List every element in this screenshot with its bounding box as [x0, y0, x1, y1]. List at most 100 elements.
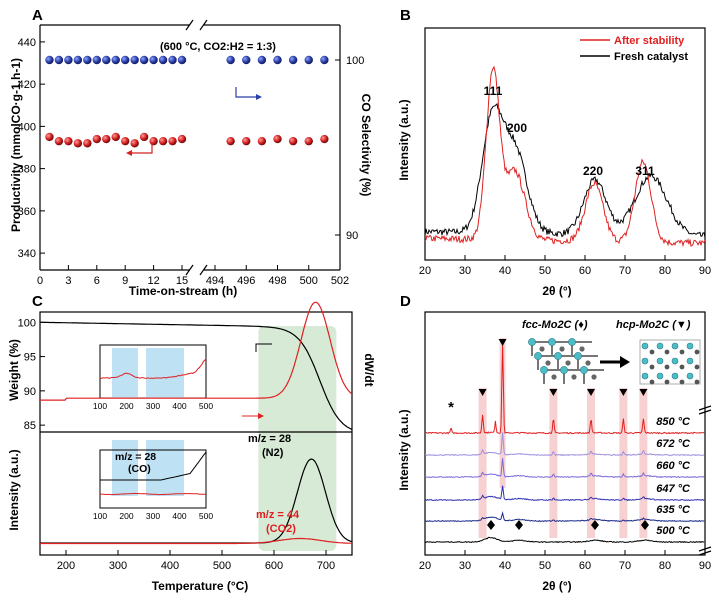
productivity-point	[288, 136, 298, 146]
atom	[579, 346, 585, 352]
atom	[671, 372, 679, 380]
y-tick-label-left: 360	[18, 206, 36, 218]
inset-highlight	[112, 348, 138, 397]
y-tick-label: 90	[24, 386, 36, 398]
x-tick-label: 500	[213, 560, 231, 572]
atom	[656, 342, 664, 350]
atom	[679, 364, 685, 370]
arrow-left-axis	[128, 143, 153, 154]
hcp-band	[639, 388, 648, 538]
x-tick-label: 400	[161, 560, 179, 572]
selectivity-point	[158, 55, 168, 65]
x-tick-label: 20	[419, 265, 431, 277]
panel-a: A 0 3 6 9 12 15 494 496 498 500 502 340 360 380 400 420…	[9, 7, 373, 298]
atom	[679, 379, 685, 385]
selectivity-point	[73, 55, 83, 65]
productivity-point	[177, 134, 187, 144]
panel-a-marks	[45, 55, 329, 156]
atom	[554, 352, 562, 360]
atom	[585, 360, 591, 366]
hcp-band	[478, 388, 487, 538]
atom	[559, 346, 565, 352]
y-tick-label: 85	[24, 420, 36, 432]
productivity-point	[304, 136, 313, 146]
plot-frame	[424, 311, 706, 556]
panel-a-xlabel: Time-on-stream (h)	[129, 284, 237, 298]
atom	[528, 338, 536, 346]
label-co-line2: (CO)	[128, 463, 151, 475]
y-tick-label-left: 400	[18, 121, 36, 133]
selectivity-point	[177, 55, 187, 65]
atom	[560, 366, 568, 374]
fcc-marker	[487, 520, 495, 530]
atom	[641, 357, 649, 365]
legend-after-stability: After stability	[614, 35, 685, 47]
hcp-marker	[498, 339, 507, 346]
y-tick-label-left: 440	[18, 37, 36, 49]
x-tick-label: 502	[331, 275, 349, 287]
panel-c-ylabel-top: Weight (%)	[7, 339, 21, 401]
atom	[574, 352, 582, 360]
temperature-label: 500 °C	[656, 525, 691, 537]
selectivity-point	[242, 55, 251, 65]
hcp-marker	[639, 389, 648, 396]
selectivity-point	[130, 55, 139, 65]
atom	[551, 374, 557, 380]
selectivity-point	[83, 55, 92, 65]
productivity-point	[257, 136, 267, 146]
label-n2-line2: (N2)	[262, 447, 284, 459]
productivity-point	[242, 136, 251, 146]
panel-b-legend: After stability Fresh catalyst	[580, 35, 688, 63]
x-tick-label: 300	[109, 560, 127, 572]
axis-break-mark	[185, 264, 194, 276]
x-tick-label: 30	[459, 265, 471, 277]
arrow-right-axis	[235, 87, 260, 98]
inset-tick-label: 400	[172, 511, 186, 521]
x-tick-label: 90	[699, 560, 711, 572]
x-tick-label: 12	[147, 275, 159, 287]
atom	[649, 364, 655, 370]
productivity-point	[149, 136, 158, 146]
x-tick-label: 15	[176, 275, 188, 287]
peak-label: 111	[484, 84, 503, 98]
x-tick-label: 600	[265, 560, 283, 572]
label-co2-line1: m/z = 44	[256, 509, 300, 521]
y-tick-label-left: 420	[18, 79, 36, 91]
panel-b-axes: 20 30 40 50 60 70 80 90	[419, 27, 711, 277]
hcp-marker	[549, 389, 558, 396]
hcp-band	[499, 338, 506, 488]
peak-label: 200	[507, 121, 527, 135]
temperature-label: 850 °C	[656, 416, 691, 428]
fcc-marker	[591, 520, 599, 530]
selectivity-point	[257, 55, 267, 65]
y-tick-label-left: 340	[18, 248, 36, 260]
productivity-point	[54, 136, 64, 146]
selectivity-point	[320, 55, 329, 65]
xrd-curve-after-stability	[424, 65, 706, 248]
x-tick-label: 30	[459, 560, 471, 572]
selectivity-point	[226, 55, 235, 65]
axis-break-mark	[698, 409, 712, 415]
temperature-label: 660 °C	[656, 460, 691, 472]
inset-tick-label: 500	[199, 401, 213, 411]
legend-fresh-catalyst: Fresh catalyst	[614, 51, 688, 63]
arrow-head	[258, 413, 264, 419]
inset-highlight	[112, 440, 138, 496]
x-tick-label: 40	[499, 265, 511, 277]
atom	[649, 349, 655, 355]
label-n2-line1: m/z = 28	[248, 433, 291, 445]
atom	[686, 357, 694, 365]
selectivity-point	[92, 55, 102, 65]
arrow-weight-axis	[255, 343, 272, 352]
arrow-head	[620, 356, 630, 368]
temperature-label: 635 °C	[656, 504, 691, 516]
atom	[679, 349, 685, 355]
axis-break-mark	[698, 405, 712, 411]
inset-tick-label: 200	[119, 511, 133, 521]
plot-frame	[39, 311, 353, 556]
selectivity-point	[111, 55, 120, 65]
x-tick-label: 60	[579, 265, 591, 277]
panel-a-axes: 0 3 6 9 12 15 494 496 498 500 502 340 360 380 400 420 44…	[18, 19, 364, 287]
x-tick-label: 80	[659, 265, 671, 277]
